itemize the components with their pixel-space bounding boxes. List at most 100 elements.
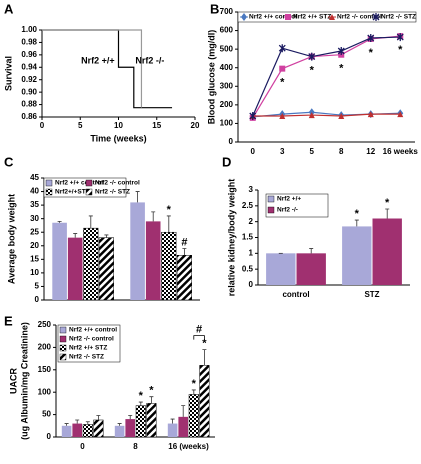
legend-swatch	[45, 188, 53, 196]
legend-label: Nrf2 -/-	[277, 207, 298, 214]
y-tick-label: 0.5	[242, 264, 254, 273]
y-tick-label: 700	[220, 7, 234, 16]
point	[279, 113, 286, 119]
y-tick-label: 20	[30, 241, 39, 250]
y-axis-label: (ug Albumin/mg Creatinine)	[19, 322, 29, 440]
significance: *	[167, 204, 172, 216]
legend-swatch	[59, 353, 67, 361]
error-bar	[202, 349, 207, 366]
legend-label: Nrf2 +/+	[277, 196, 301, 203]
y-tick-label: 0.92	[21, 75, 37, 84]
bar	[266, 253, 296, 285]
legend-label: Nrf2+/+STZ	[55, 189, 90, 196]
bar	[72, 423, 82, 437]
y-tick-label: 150	[38, 365, 52, 374]
x-tick-label: 3	[280, 147, 285, 156]
y-tick-label: 0.94	[21, 62, 37, 71]
error-bar	[85, 421, 90, 425]
legend-swatch	[85, 179, 93, 187]
y-axis-label: UACR	[8, 368, 18, 394]
x-tick-label: control	[282, 290, 309, 299]
error-bar	[149, 396, 154, 404]
x-tick-label: 8	[133, 442, 138, 451]
x-tick-label: 10	[114, 121, 123, 130]
y-tick-label: 400	[220, 63, 234, 72]
y-tick-label: 0.88	[21, 100, 37, 109]
point	[367, 111, 374, 118]
legend-swatch	[59, 344, 67, 352]
bar	[130, 202, 145, 300]
error-bar	[104, 234, 109, 238]
bar	[372, 218, 402, 285]
x-tick-label: 15	[152, 121, 161, 130]
legend-marker	[241, 13, 247, 21]
legend-swatch	[267, 206, 275, 214]
error-bar	[191, 389, 196, 395]
x-tick-label: 0	[40, 121, 45, 130]
legend-label: Nrf2 -/- STZ	[95, 189, 130, 196]
bar	[83, 227, 99, 301]
x-tick-label: 0	[80, 442, 85, 451]
y-tick-label: 250	[38, 320, 52, 329]
legend-swatch	[267, 195, 275, 203]
legend-label: Nrf2 +/+ STZ	[293, 14, 331, 21]
error-bar	[75, 419, 80, 424]
point	[367, 34, 375, 42]
bar	[199, 365, 210, 438]
x-tick-label: 12	[366, 147, 375, 156]
y-tick-label: 35	[30, 200, 39, 209]
panel-label: B	[210, 1, 219, 16]
bar	[125, 419, 135, 437]
error-bar	[385, 208, 390, 219]
legend-label: Nrf2 +/+ control	[55, 180, 103, 187]
y-tick-label: 5	[35, 282, 40, 291]
significance: *	[139, 390, 144, 402]
legend-swatch	[85, 188, 93, 196]
y-tick-label: 2	[249, 217, 254, 226]
legend-box	[265, 193, 329, 218]
legend-marker	[372, 13, 380, 21]
error-bar	[309, 248, 314, 254]
x-tick-label: 16 (weeks)	[168, 442, 209, 451]
bar	[188, 394, 199, 438]
bar	[61, 425, 72, 437]
line	[252, 36, 401, 117]
bar	[342, 226, 372, 285]
point	[308, 112, 315, 119]
legend-box	[57, 324, 121, 363]
error-bar	[73, 233, 78, 238]
bar	[145, 221, 161, 300]
error-bar	[354, 219, 359, 227]
bar	[296, 253, 326, 285]
y-tick-label: 600	[220, 26, 234, 35]
error-bar	[170, 418, 175, 424]
y-tick-label: 10	[30, 268, 39, 277]
legend-marker	[329, 14, 335, 20]
y-axis-label: relative kidney/body weight	[226, 179, 236, 297]
point	[279, 65, 286, 72]
legend-label: Nrf2 -/- control	[95, 180, 140, 187]
line	[252, 35, 401, 119]
significance: #	[181, 236, 187, 248]
error-bar	[166, 215, 171, 233]
point	[337, 47, 345, 55]
significance: *	[149, 385, 154, 397]
y-tick-label: 0	[229, 137, 234, 146]
bar	[114, 425, 125, 437]
bracket	[193, 335, 205, 340]
y-tick-label: 30	[30, 214, 39, 223]
y-tick-label: 40	[30, 187, 39, 196]
y-tick-label: 200	[38, 343, 52, 352]
y-tick-label: 300	[220, 81, 234, 90]
legend-label: Nrf2 -/- control	[69, 336, 114, 343]
panel-label: C	[4, 154, 14, 169]
y-tick-label: 100	[220, 119, 234, 128]
survival-line	[42, 29, 173, 109]
legend-box	[43, 177, 127, 198]
y-tick-label: 500	[220, 44, 234, 53]
legend-swatch	[59, 326, 67, 334]
x-tick-label: 5	[78, 121, 83, 130]
error-bar	[88, 215, 93, 229]
significance: *	[339, 63, 344, 75]
legend-swatch	[45, 179, 53, 187]
